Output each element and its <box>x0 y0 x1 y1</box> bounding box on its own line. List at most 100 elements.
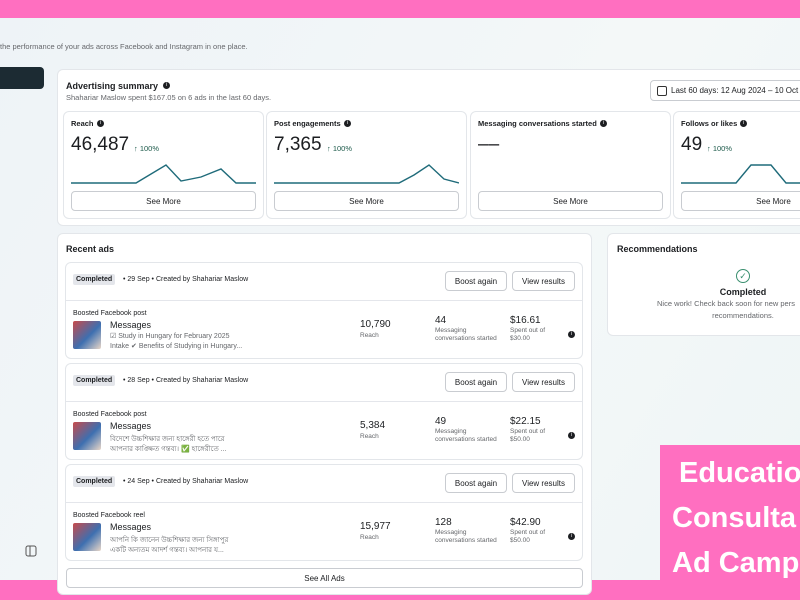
view-results-button[interactable]: View results <box>512 372 575 392</box>
see-more-button[interactable]: See More <box>71 191 256 211</box>
spend-label: Spent out of <box>510 428 546 435</box>
ad-text: আপনার কাঙ্ক্ষিত গন্তব্য। ✅ হাঙ্গেরীতে ..… <box>110 446 227 453</box>
reach-value: 10,790 <box>360 319 391 330</box>
info-icon: i <box>163 82 170 89</box>
recommendations-card: Recommendations ✓ Completed Nice work! Chec… <box>608 234 800 335</box>
calendar-icon <box>657 86 667 96</box>
summary-title: Advertising summary <box>66 81 159 91</box>
metric-value: 46,487 <box>71 134 130 155</box>
metric-label: Messaging conversations started <box>478 119 597 128</box>
ad-date: • 24 Sep • Created by Shahariar Maslow <box>123 478 249 485</box>
info-icon: i <box>568 432 575 439</box>
metric-label: Reach <box>71 119 94 128</box>
banner: Educatio Consulta Ad Camp <box>660 445 800 580</box>
results-label: Messaging conversations started <box>435 428 497 443</box>
thumbnail <box>73 422 101 450</box>
date-range[interactable]: Last 60 days: 12 Aug 2024 – 10 Oct <box>650 80 800 101</box>
boost-button[interactable]: Boost again <box>445 271 507 291</box>
spend-label: Spent out of <box>510 529 546 536</box>
sparkline-path <box>274 164 459 184</box>
sparkline-path <box>681 164 800 184</box>
collapse-icon[interactable] <box>25 545 37 557</box>
sparkline <box>681 164 800 184</box>
sparkline <box>274 164 459 184</box>
results-value: 44 <box>435 315 447 326</box>
ad-type: Boosted Facebook post <box>73 310 147 317</box>
ad-text: একটি অন্যতম আদর্শ গন্তব্য। আপনার য... <box>110 547 224 554</box>
boost-button[interactable]: Boost again <box>445 372 507 392</box>
check-icon: ✓ <box>736 269 750 283</box>
spend-value: $16.61 <box>510 315 541 326</box>
info-icon: i <box>600 120 607 127</box>
sidebar-button[interactable] <box>0 67 44 89</box>
sparkline-path <box>71 164 256 184</box>
date: 24 Sep <box>127 478 150 485</box>
reach-label: Reach <box>360 433 379 440</box>
spend-label: Spent out of <box>510 327 546 334</box>
metric-value: 7,365 <box>274 134 322 155</box>
budget: $30.00 <box>510 335 530 342</box>
banner-text: Educatio <box>679 457 800 489</box>
ad-type: Boosted Facebook reel <box>73 512 145 519</box>
metric-card: Reach i 46,487 ↑ 100% See More <box>64 112 263 218</box>
ad-date: • 29 Sep • Created by Shahariar Maslow <box>123 276 249 283</box>
status-badge: Completed <box>73 274 116 285</box>
ad-text: বিদেশে উচ্চশিক্ষার জন্য হাঙ্গেরী হতে পার… <box>110 436 225 443</box>
see-more-button[interactable]: See More <box>274 191 459 211</box>
ad-text: আপনি কি জানেন উচ্চশিক্ষার জন্য সিঙ্গাপুর <box>110 537 229 544</box>
status-badge: Completed <box>73 375 116 386</box>
metric-value: 49 <box>681 134 703 155</box>
banner-text: Ad Camp <box>672 547 800 579</box>
recommendations-title: Recommendations <box>617 244 698 254</box>
metric-change: ↑ 100% <box>707 144 733 153</box>
info-icon: i <box>97 120 104 127</box>
status-badge: Completed <box>73 476 116 487</box>
subtitle: the performance of your ads across Faceb… <box>0 42 248 51</box>
rec-text: Nice work! Check back soon for new pers <box>657 299 795 308</box>
results-value: 49 <box>435 416 447 427</box>
reach-label: Reach <box>360 332 379 339</box>
recent-ads-card: Recent ads Completed • 29 Sep • Created by… <box>58 234 591 594</box>
date: 28 Sep <box>127 377 150 384</box>
info-icon: i <box>568 533 575 540</box>
metric-label: Follows or likes <box>681 119 738 128</box>
results-label: Messaging conversations started <box>435 327 497 342</box>
divider <box>66 401 582 402</box>
ad-card: Completed • 29 Sep • Created by Shahariar… <box>66 263 582 358</box>
info-icon: i <box>568 331 575 338</box>
ad-name: Messages <box>110 421 152 431</box>
summary-description: Shahariar Maslow spent $167.05 on 6 ads … <box>66 93 272 102</box>
ad-card: Completed • 28 Sep • Created by Shahariar… <box>66 364 582 459</box>
banner-text: Consulta <box>672 502 797 534</box>
rec-status: Completed <box>719 287 767 297</box>
spend-value: $22.15 <box>510 416 541 427</box>
view-results-button[interactable]: View results <box>512 473 575 493</box>
see-more-button[interactable]: See More <box>478 191 663 211</box>
creator: Created by Shahariar Maslow <box>155 377 249 384</box>
info-icon: i <box>740 120 747 127</box>
date-range-text: Last 60 days: 12 Aug 2024 – 10 Oct <box>671 86 799 95</box>
budget: $50.00 <box>510 537 530 544</box>
recent-ads-title: Recent ads <box>66 244 115 254</box>
metric-card: Follows or likes i 49 ↑ 100% See More <box>674 112 800 218</box>
metric-value: –– <box>478 134 500 155</box>
thumbnail <box>73 321 101 349</box>
metric-card: Post engagements i 7,365 ↑ 100% See More <box>267 112 466 218</box>
view-results-button[interactable]: View results <box>512 271 575 291</box>
see-more-button[interactable]: See More <box>681 191 800 211</box>
ad-text: Intake ✔ Benefits of Studying in Hungary… <box>110 343 243 350</box>
metric-label: Post engagements <box>274 119 341 128</box>
creator: Created by Shahariar Maslow <box>155 276 249 283</box>
ad-date: • 28 Sep • Created by Shahariar Maslow <box>123 377 249 384</box>
metric-change: ↑ 100% <box>134 144 160 153</box>
divider <box>66 502 582 503</box>
see-all-button[interactable]: See All Ads <box>66 568 583 588</box>
boost-button[interactable]: Boost again <box>445 473 507 493</box>
rec-text: recommendations. <box>712 311 774 320</box>
top-frame <box>0 0 800 18</box>
results-value: 128 <box>435 517 452 528</box>
reach-value: 15,977 <box>360 521 391 532</box>
spend-value: $42.90 <box>510 517 541 528</box>
thumbnail <box>73 523 101 551</box>
